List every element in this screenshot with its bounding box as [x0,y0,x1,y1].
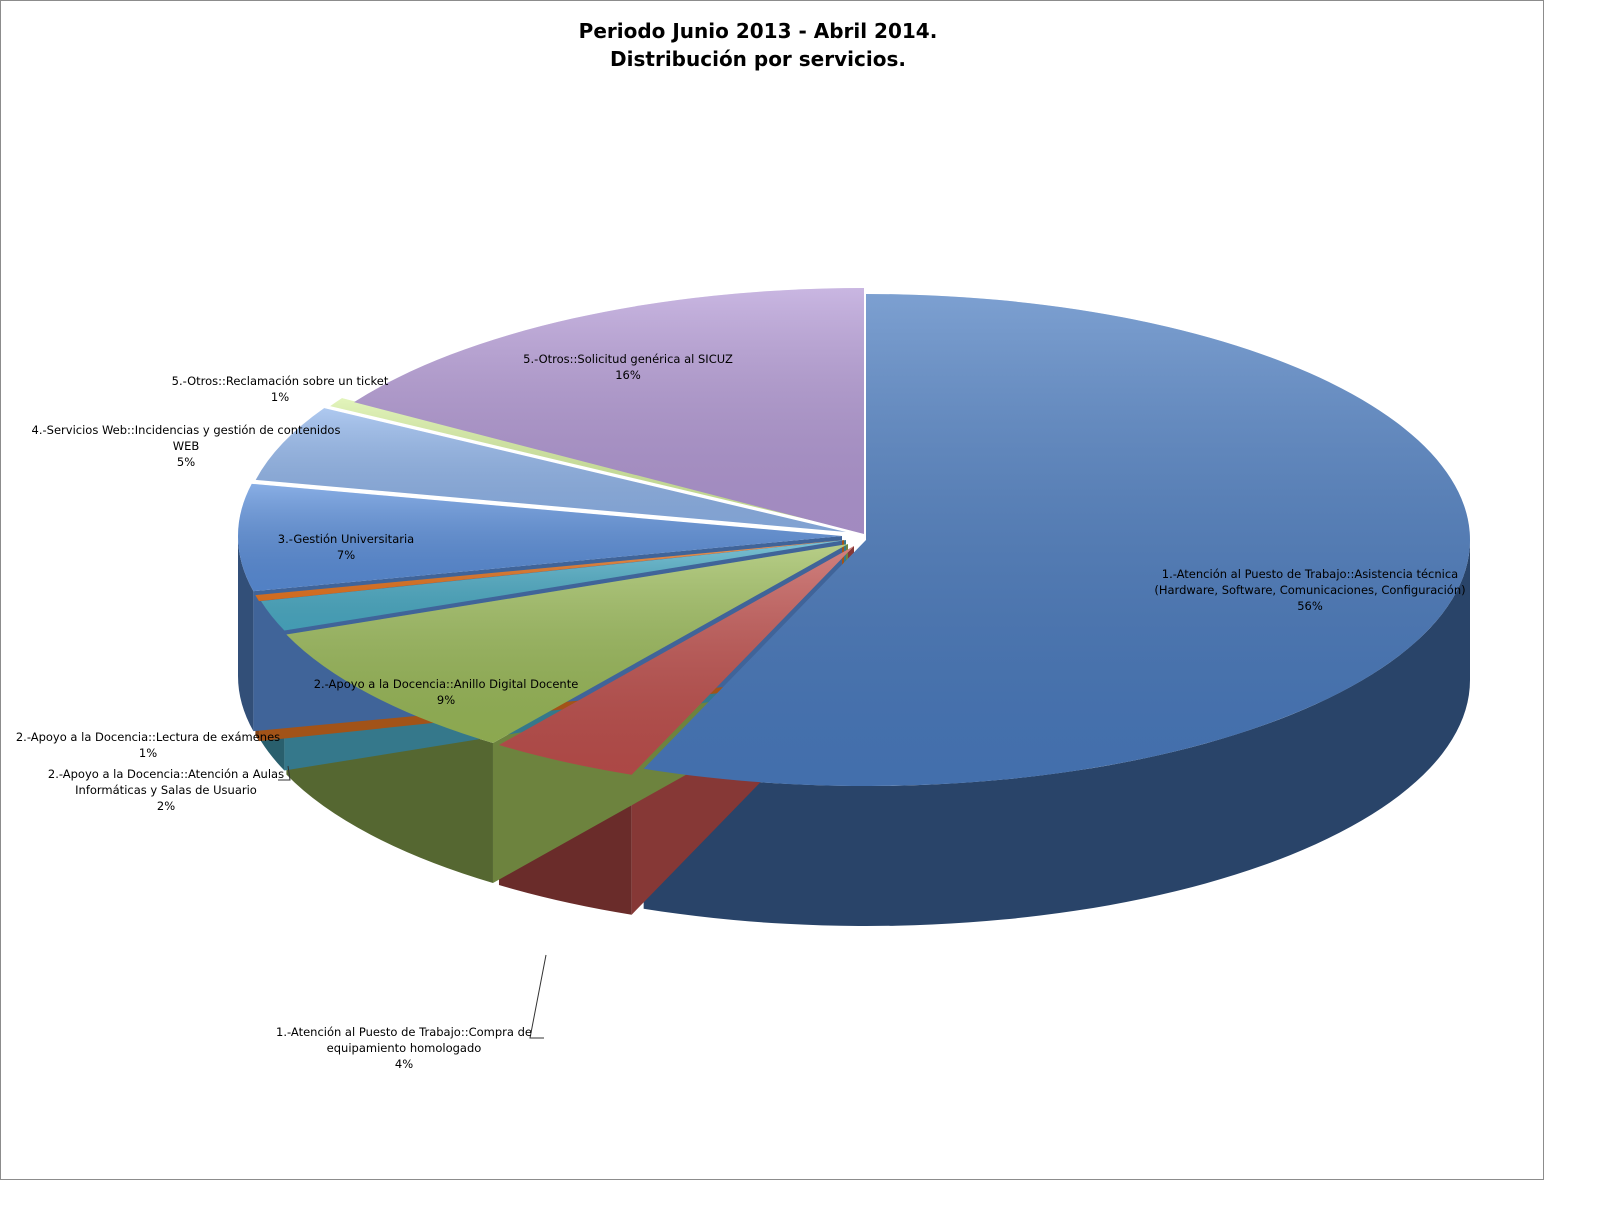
leader-line-2 [529,954,547,1039]
slice-label-9: 5.-Otros::Solicitud genérica al SICUZ 16% [523,352,733,382]
slice-labels: 1.-Atención al Puesto de Trabajo::Asiste… [16,352,1466,1071]
slice-label-8: 5.-Otros::Reclamación sobre un ticket 1% [172,374,389,404]
slice-label-7: 4.-Servicios Web::Incidencias y gestión … [32,423,341,469]
pie-slice-gloss-3 [286,544,848,744]
slice-label-6: 3.-Gestión Universitaria 7% [278,532,414,562]
slice-label-2: 1.-Atención al Puesto de Trabajo::Compra… [276,1025,532,1071]
chart-title-line-2: Distribución por servicios. [610,47,906,71]
chart-title: Periodo Junio 2013 - Abril 2014. Distrib… [579,19,938,71]
pie-tops [238,288,1470,786]
leader-line-4 [278,765,291,781]
pie-slice-gloss-6 [238,483,842,592]
chart-title-line-1: Periodo Junio 2013 - Abril 2014. [579,19,938,43]
slice-label-3: 2.-Apoyo a la Docencia::Anillo Digital D… [314,677,579,707]
pie-slice-gloss-5 [255,540,845,602]
pie-slice-gloss-2 [498,546,854,775]
pie-slice-side-1 [643,540,1470,926]
pie-slice-gloss-7 [255,408,847,532]
slice-label-1: 1.-Atención al Puesto de Trabajo::Asiste… [1154,567,1465,613]
pie-slice-side-6 [238,536,254,732]
pie-slice-gloss-1 [643,294,1470,786]
leader-lines [278,765,547,1039]
pie-slice-gloss-4 [260,540,846,631]
pie-slice-gloss-9 [354,288,864,534]
slice-label-4: 2.-Apoyo a la Docencia::Atención a Aulas… [48,767,284,813]
slice-label-5: 2.-Apoyo a la Docencia::Lectura de exáme… [16,730,280,760]
